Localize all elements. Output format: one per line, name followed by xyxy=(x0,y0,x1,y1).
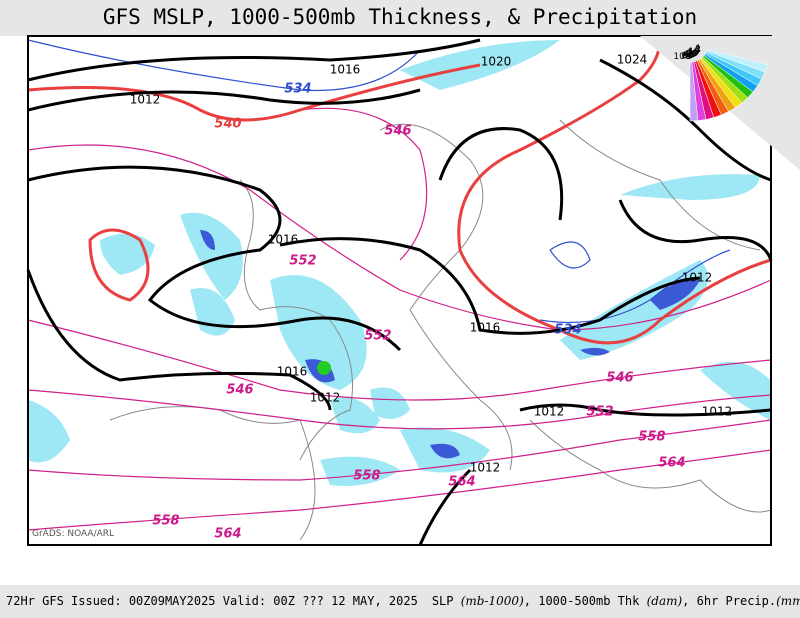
thickness-label: 558 xyxy=(152,514,179,529)
thickness-label: 546 xyxy=(606,371,633,386)
footer-unit: (mb-1000) xyxy=(461,594,524,608)
footer-text: 72Hr GFS Issued: 00Z09MAY2025 Valid: 00Z… xyxy=(6,594,800,608)
title-bar xyxy=(0,0,800,36)
pressure-label: 1012 xyxy=(310,391,341,405)
footer-bar xyxy=(0,585,800,618)
map-area: 1016 1020 1024 1012 1016 1012 1016 1016 … xyxy=(26,35,773,546)
precip-scale-label: 25 xyxy=(686,50,697,60)
thickness-label: 546 xyxy=(226,383,253,398)
credit: GrADS: NOAA/ARL xyxy=(32,529,114,539)
footer-unit: (dam) xyxy=(647,594,683,608)
pressure-label: 1020 xyxy=(481,55,512,69)
footer-unit: (mm) xyxy=(776,594,800,608)
precip-scale-label: 1 xyxy=(696,44,702,54)
pressure-label: 1012 xyxy=(534,405,565,419)
thickness-label: 558 xyxy=(638,430,665,445)
precip-scale-label: 50 xyxy=(683,51,695,61)
pressure-label: 1016 xyxy=(470,321,501,335)
thickness-label: 552 xyxy=(289,254,316,269)
precip-scale-label: 30 xyxy=(685,50,697,60)
pressure-label: 1012 xyxy=(130,93,161,107)
pressure-label: 1016 xyxy=(268,233,299,247)
precip-scale-label: 60 xyxy=(682,52,694,62)
thickness-label: 534 xyxy=(284,82,311,97)
footer-thk: , 1000-500mb Thk xyxy=(524,594,640,608)
precip-scale-label: 10 xyxy=(688,47,700,57)
precip-swatch xyxy=(706,49,768,73)
thickness-label: 564 xyxy=(448,475,475,490)
precip-scale-label: 75 xyxy=(680,52,691,62)
thickness-label: 564 xyxy=(214,527,241,542)
pressure-label: 1016 xyxy=(277,365,308,379)
pressure-label: 1012 xyxy=(470,461,501,475)
precip-scale-label: 100 xyxy=(673,52,690,62)
thickness-label: 534 xyxy=(554,323,581,338)
footer-left: 72Hr GFS Issued: 00Z09MAY2025 Valid: 00Z… xyxy=(6,594,418,608)
precip-scale-label: 2 xyxy=(695,45,701,55)
precip-scale-label: 15 xyxy=(688,48,699,58)
footer-slp: SLP xyxy=(432,594,454,608)
precip-scale-label: 20 xyxy=(687,49,699,59)
pressure-label: 1012 xyxy=(702,405,733,419)
precip-scale-label: 40 xyxy=(684,51,696,61)
thickness-label: 552 xyxy=(364,329,391,344)
thickness-label: 564 xyxy=(658,456,685,471)
thickness-label: 558 xyxy=(353,469,380,484)
pressure-label: 1012 xyxy=(682,271,713,285)
thickness-label: 552 xyxy=(586,405,613,420)
thickness-label: 540 xyxy=(214,117,241,132)
pressure-label: 1016 xyxy=(330,63,361,77)
footer-precip: , 6hr Precip. xyxy=(682,594,776,608)
thickness-label: 546 xyxy=(384,124,411,139)
precip-scale-label: 5 xyxy=(695,46,701,56)
pressure-label: 1024 xyxy=(617,53,648,67)
title: GFS MSLP, 1000-500mb Thickness, & Precip… xyxy=(103,5,697,29)
